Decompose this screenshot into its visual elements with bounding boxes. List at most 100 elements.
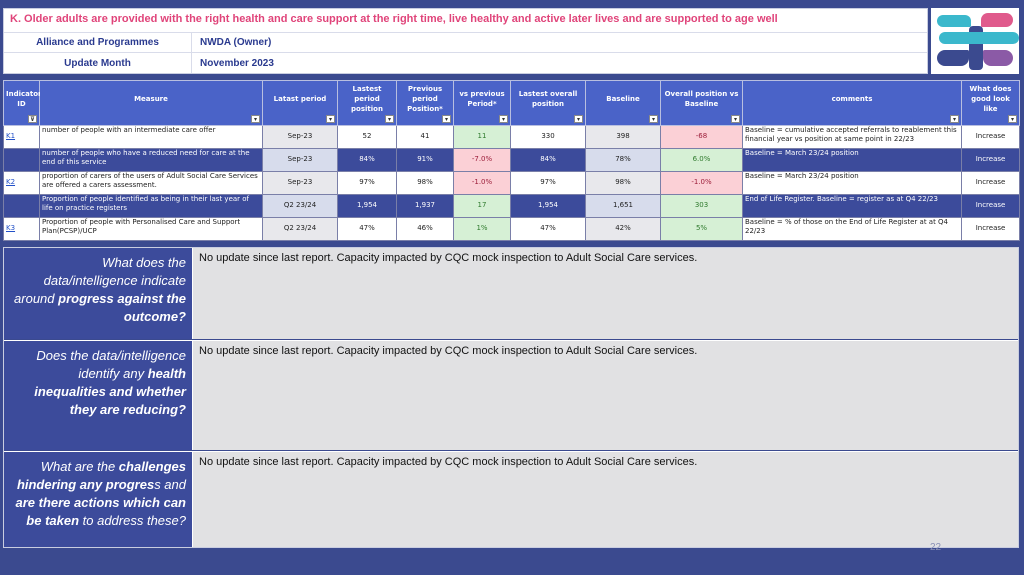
question-row-inequalities: Does the data/intelligence identify any … — [4, 340, 1018, 450]
question-label: What does the data/intelligence indicate… — [4, 248, 192, 339]
cell-period[interactable]: Q2 23/24 — [262, 217, 338, 241]
cell-measure[interactable]: number of people who have a reduced need… — [39, 148, 263, 172]
cell-latest[interactable]: 47% — [337, 217, 397, 241]
cell-latest[interactable]: 1,954 — [337, 194, 397, 218]
col-header-indicator-id[interactable]: Indicator ID ⊽ — [3, 80, 41, 126]
col-header-latest-position[interactable]: Lastest period position ▾ — [337, 80, 397, 126]
cell-vs-previous[interactable]: 1% — [453, 217, 511, 241]
cell-measure[interactable]: Proportion of people with Personalised C… — [39, 217, 263, 241]
cell-previous[interactable]: 41 — [396, 125, 454, 149]
cell-vs-baseline[interactable]: 5% — [660, 217, 743, 241]
cell-vs-previous[interactable]: -1.0% — [453, 171, 511, 195]
cell-overall[interactable]: 1,954 — [510, 194, 586, 218]
cell-vs-baseline[interactable]: 303 — [660, 194, 743, 218]
cell-vs-previous[interactable]: 17 — [453, 194, 511, 218]
cell-overall[interactable]: 47% — [510, 217, 586, 241]
cell-baseline[interactable]: 42% — [585, 217, 661, 241]
cell-previous[interactable]: 91% — [396, 148, 454, 172]
cell-period[interactable]: Sep-23 — [262, 148, 338, 172]
cell-vs-baseline[interactable]: -68 — [660, 125, 743, 149]
alliance-row: Alliance and Programmes NWDA (Owner) — [4, 33, 927, 53]
cell-vs-previous[interactable]: 11 — [453, 125, 511, 149]
col-header-baseline[interactable]: Baseline ▾ — [585, 80, 661, 126]
col-header-overall-position[interactable]: Lastest overall position ▾ — [510, 80, 586, 126]
col-header-previous-position[interactable]: Previous period Position* ▾ — [396, 80, 454, 126]
cell-previous[interactable]: 98% — [396, 171, 454, 195]
update-month-value: November 2023 — [200, 57, 274, 69]
cell-good-looks-like[interactable]: Increase — [961, 217, 1020, 241]
cell-comments[interactable]: Baseline = % of those on the End of Life… — [742, 217, 962, 241]
dropdown-arrow-icon[interactable]: ▾ — [1008, 115, 1017, 123]
cell-latest[interactable]: 84% — [337, 148, 397, 172]
answer-text[interactable]: No update since last report. Capacity im… — [192, 248, 1018, 339]
answer-text[interactable]: No update since last report. Capacity im… — [192, 452, 1018, 547]
cell-indicator-id[interactable]: K1 — [3, 125, 40, 149]
cell-good-looks-like[interactable]: Increase — [961, 194, 1020, 218]
dropdown-arrow-icon[interactable]: ▾ — [385, 115, 394, 123]
col-header-vs-baseline[interactable]: Overall position vs Baseline ▾ — [660, 80, 743, 126]
cell-indicator-id[interactable]: K2 — [3, 171, 40, 195]
cell-vs-baseline[interactable]: -1.0% — [660, 171, 743, 195]
cell-good-looks-like[interactable]: Increase — [961, 171, 1020, 195]
cell-latest[interactable]: 97% — [337, 171, 397, 195]
answer-text[interactable]: No update since last report. Capacity im… — [192, 341, 1018, 450]
cell-period[interactable]: Sep-23 — [262, 125, 338, 149]
question-label: Does the data/intelligence identify any … — [4, 341, 192, 450]
indicator-link[interactable]: K2 — [6, 178, 16, 187]
cell-measure[interactable]: number of people with an intermediate ca… — [39, 125, 263, 149]
dropdown-arrow-icon[interactable]: ▾ — [950, 115, 959, 123]
filter-active-icon[interactable]: ⊽ — [28, 115, 37, 123]
cell-overall[interactable]: 97% — [510, 171, 586, 195]
dropdown-arrow-icon[interactable]: ▾ — [649, 115, 658, 123]
col-header-vs-previous[interactable]: vs previous Period* ▾ — [453, 80, 511, 126]
dropdown-arrow-icon[interactable]: ▾ — [731, 115, 740, 123]
cell-previous[interactable]: 1,937 — [396, 194, 454, 218]
col-header-latest-period[interactable]: Latast period ▾ — [262, 80, 338, 126]
update-month-row: Update Month November 2023 — [4, 53, 927, 73]
col-header-good-looks-like[interactable]: What does good look like ▾ — [961, 80, 1020, 126]
dropdown-arrow-icon[interactable]: ▾ — [326, 115, 335, 123]
logo-teal-bar — [939, 32, 1019, 44]
logo-purple-shape — [937, 50, 969, 66]
cell-measure[interactable]: proportion of carers of the users of Adu… — [39, 171, 263, 195]
cell-measure[interactable]: Proportion of people identified as being… — [39, 194, 263, 218]
col-header-comments[interactable]: comments ▾ — [742, 80, 962, 126]
question-row-challenges: What are the challenges hindering any pr… — [4, 451, 1018, 547]
cell-latest[interactable]: 52 — [337, 125, 397, 149]
header-panel: K. Older adults are provided with the ri… — [3, 8, 928, 74]
logo-violet-shape — [983, 50, 1013, 66]
indicator-link[interactable]: K1 — [6, 132, 16, 141]
cell-overall[interactable]: 84% — [510, 148, 586, 172]
cell-good-looks-like[interactable]: Increase — [961, 125, 1020, 149]
cell-period[interactable]: Sep-23 — [262, 171, 338, 195]
page-number: 22 — [930, 542, 942, 553]
cell-previous[interactable]: 46% — [396, 217, 454, 241]
cell-vs-previous[interactable]: -7.0% — [453, 148, 511, 172]
dropdown-arrow-icon[interactable]: ▾ — [499, 115, 508, 123]
kpi-table: Indicator ID ⊽ Measure ▾ Latast period ▾ La… — [3, 80, 1020, 241]
cell-comments[interactable]: Baseline = cumulative accepted referrals… — [742, 125, 962, 149]
cell-indicator-id[interactable]: K3 — [3, 217, 40, 241]
dropdown-arrow-icon[interactable]: ▾ — [442, 115, 451, 123]
update-month-label: Update Month — [4, 53, 192, 73]
cell-indicator-id[interactable] — [3, 194, 40, 218]
cell-baseline[interactable]: 1,651 — [585, 194, 661, 218]
cell-overall[interactable]: 330 — [510, 125, 586, 149]
cell-baseline[interactable]: 78% — [585, 148, 661, 172]
table-row: number of people who have a reduced need… — [3, 148, 1020, 172]
col-header-measure[interactable]: Measure ▾ — [39, 80, 263, 126]
dropdown-arrow-icon[interactable]: ▾ — [251, 115, 260, 123]
cell-vs-baseline[interactable]: 6.0% — [660, 148, 743, 172]
indicator-link[interactable]: K3 — [6, 224, 16, 233]
dropdown-arrow-icon[interactable]: ▾ — [574, 115, 583, 123]
cell-comments[interactable]: Baseline = March 23/24 position — [742, 171, 962, 195]
cell-baseline[interactable]: 398 — [585, 125, 661, 149]
cell-good-looks-like[interactable]: Increase — [961, 148, 1020, 172]
cell-comments[interactable]: Baseline = March 23/24 position — [742, 148, 962, 172]
cell-comments[interactable]: End of Life Register. Baseline = registe… — [742, 194, 962, 218]
page-title: K. Older adults are provided with the ri… — [4, 9, 927, 33]
logo-pink-shape — [981, 13, 1013, 27]
cell-baseline[interactable]: 98% — [585, 171, 661, 195]
cell-indicator-id[interactable] — [3, 148, 40, 172]
cell-period[interactable]: Q2 23/24 — [262, 194, 338, 218]
